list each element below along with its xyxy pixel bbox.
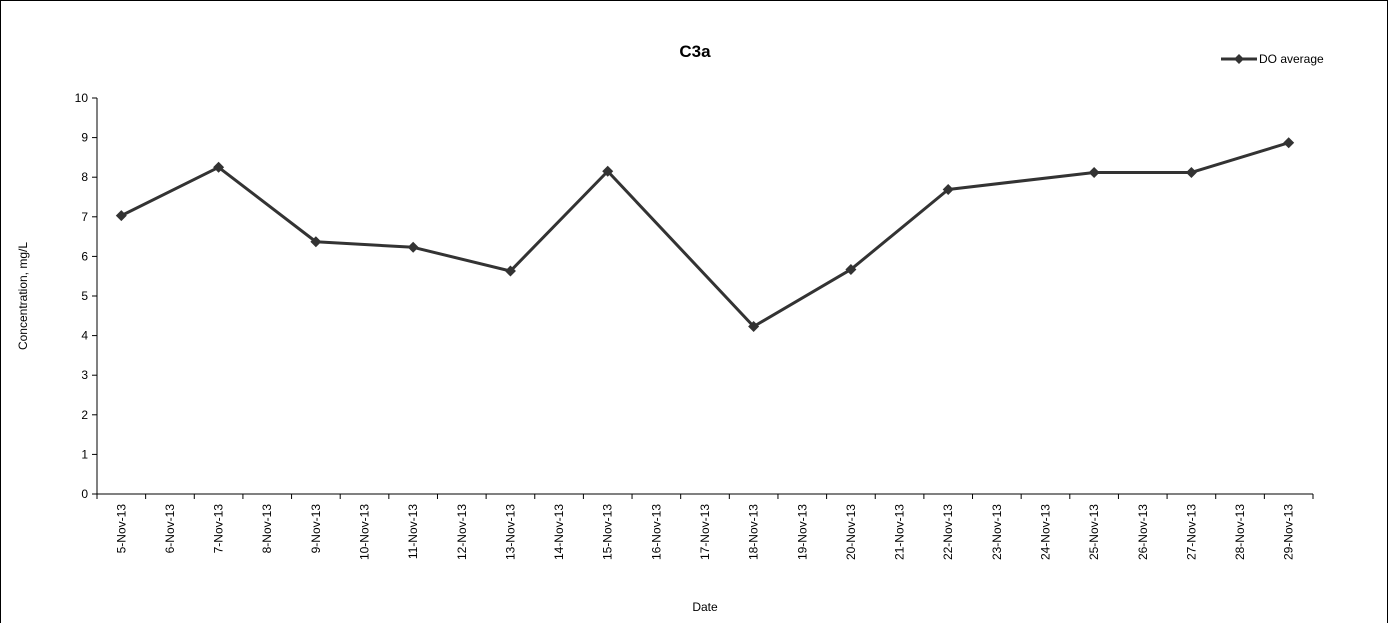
x-tick-label: 23-Nov-13	[990, 504, 1004, 560]
x-tick-label: 15-Nov-13	[601, 504, 615, 560]
y-tick-label: 6	[81, 249, 88, 263]
data-point	[1185, 166, 1197, 178]
x-ticks: 5-Nov-13 6-Nov-13 7-Nov-13 8-Nov-13 9-Nov-13…	[96, 494, 1314, 560]
x-tick-label: 5-Nov-13	[114, 504, 128, 554]
x-tick-label: 27-Nov-13	[1184, 504, 1198, 560]
x-tick-label: 9-Nov-13	[309, 504, 323, 554]
data-point	[1088, 166, 1100, 178]
x-tick-label: 14-Nov-13	[552, 504, 566, 560]
x-tick-label: 19-Nov-13	[795, 504, 809, 560]
data-point	[1283, 137, 1295, 149]
x-axis-label: Date	[692, 600, 718, 614]
y-tick-label: 9	[81, 131, 88, 145]
data-point	[942, 183, 954, 195]
y-tick-label: 2	[81, 408, 88, 422]
x-tick-label: 12-Nov-13	[455, 504, 469, 560]
x-tick-label: 24-Nov-13	[1038, 504, 1052, 560]
chart-title: C3a	[679, 42, 711, 61]
series-line	[120, 141, 1290, 328]
data-point	[504, 265, 516, 277]
y-tick-label: 8	[81, 170, 88, 184]
data-point	[115, 210, 127, 222]
legend: DO average	[1221, 52, 1324, 66]
legend-label: DO average	[1259, 52, 1324, 66]
data-point	[407, 241, 419, 253]
x-tick-label: 21-Nov-13	[893, 504, 907, 560]
y-axis-label: Concentration, mg/L	[16, 242, 30, 350]
data-point	[748, 320, 760, 332]
x-tick-label: 16-Nov-13	[649, 504, 663, 560]
x-tick-label: 20-Nov-13	[844, 504, 858, 560]
x-tick-label: 28-Nov-13	[1233, 504, 1247, 560]
x-tick-label: 8-Nov-13	[260, 504, 274, 554]
y-tick-label: 5	[81, 289, 88, 303]
y-tick-label: 10	[75, 91, 89, 105]
x-tick-label: 18-Nov-13	[747, 504, 761, 560]
x-tick-label: 10-Nov-13	[358, 504, 372, 560]
y-tick-label: 1	[81, 447, 88, 461]
legend-marker	[1234, 54, 1244, 64]
series-do-average	[115, 137, 1295, 332]
x-tick-label: 6-Nov-13	[163, 504, 177, 554]
x-tick-label: 17-Nov-13	[698, 504, 712, 560]
x-tick-label: 7-Nov-13	[212, 504, 226, 554]
x-tick-label: 25-Nov-13	[1087, 504, 1101, 560]
data-point	[310, 236, 322, 248]
x-tick-label: 29-Nov-13	[1282, 504, 1296, 560]
y-ticks: 0 1 2 3 4 5 6 7 8 9 10	[75, 91, 97, 501]
data-point	[213, 161, 225, 173]
y-tick-label: 0	[81, 487, 88, 501]
x-tick-label: 22-Nov-13	[941, 504, 955, 560]
y-tick-label: 7	[81, 210, 88, 224]
data-point	[602, 165, 614, 177]
x-tick-label: 26-Nov-13	[1136, 504, 1150, 560]
axes	[96, 98, 1313, 495]
y-tick-label: 4	[81, 329, 88, 343]
x-tick-label: 11-Nov-13	[406, 504, 420, 559]
x-tick-label: 13-Nov-13	[503, 504, 517, 560]
y-tick-label: 3	[81, 368, 88, 382]
data-point	[845, 263, 857, 275]
